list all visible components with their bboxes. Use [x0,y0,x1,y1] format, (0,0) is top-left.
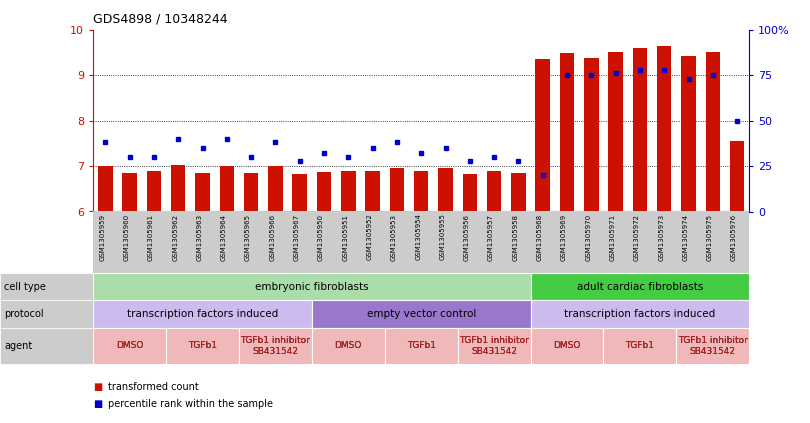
Text: GSM1305976: GSM1305976 [731,214,737,261]
Bar [122,173,137,212]
Bar [365,171,380,212]
Text: transformed count: transformed count [108,382,198,392]
Bar [414,170,428,212]
Text: GSM1305974: GSM1305974 [683,214,688,261]
Text: adult cardiac fibroblasts: adult cardiac fibroblasts [577,282,703,291]
Bar [341,171,356,212]
Text: GSM1305968: GSM1305968 [537,214,543,261]
Text: GSM1305969: GSM1305969 [561,214,567,261]
Text: GSM1305958: GSM1305958 [513,214,518,261]
Text: GSM1305954: GSM1305954 [416,214,421,261]
Text: TGFb1: TGFb1 [407,341,436,350]
Text: GSM1305952: GSM1305952 [367,214,373,261]
Text: transcription factors induced: transcription factors induced [127,309,278,319]
Text: GSM1305960: GSM1305960 [124,214,130,261]
Text: GSM1305959: GSM1305959 [100,214,105,261]
Text: TGFb1: TGFb1 [625,341,654,350]
Text: TGFb1 inhibitor
SB431542: TGFb1 inhibitor SB431542 [459,336,529,355]
Text: GSM1305957: GSM1305957 [488,214,494,261]
Text: GSM1305967: GSM1305967 [294,214,300,261]
Text: TGFb1: TGFb1 [625,341,654,350]
Bar [657,46,671,212]
Text: GSM1305955: GSM1305955 [440,214,446,261]
Text: DMSO: DMSO [553,341,581,350]
Bar [147,170,161,212]
Text: GSM1305963: GSM1305963 [197,214,202,261]
Text: TGFb1: TGFb1 [188,341,217,350]
Text: DMSO: DMSO [116,341,143,350]
Bar [244,173,258,212]
Bar [98,166,113,212]
Text: TGFb1 inhibitor
SB431542: TGFb1 inhibitor SB431542 [678,336,748,355]
Text: TGFb1 inhibitor
SB431542: TGFb1 inhibitor SB431542 [678,336,748,355]
Text: agent: agent [4,341,32,351]
Text: GSM1305975: GSM1305975 [707,214,713,261]
Text: GSM1305964: GSM1305964 [221,214,227,261]
Text: TGFb1: TGFb1 [188,341,217,350]
Bar [535,59,550,212]
Text: GSM1305951: GSM1305951 [343,214,348,261]
Text: GSM1305966: GSM1305966 [270,214,275,261]
Bar [633,48,647,212]
Text: GSM1305970: GSM1305970 [586,214,591,261]
Text: DMSO: DMSO [553,341,581,350]
Bar [220,166,234,212]
Text: GSM1305971: GSM1305971 [610,214,616,261]
Text: empty vector control: empty vector control [366,309,476,319]
Bar [463,174,477,212]
Bar [317,172,331,212]
Bar [487,171,501,212]
Bar [438,168,453,212]
Text: TGFb1 inhibitor
SB431542: TGFb1 inhibitor SB431542 [459,336,529,355]
Text: GSM1305972: GSM1305972 [634,214,640,261]
Bar [390,168,404,212]
Text: protocol: protocol [4,309,44,319]
Text: GDS4898 / 10348244: GDS4898 / 10348244 [93,13,228,26]
Bar [706,52,720,212]
Text: transcription factors induced: transcription factors induced [565,309,715,319]
Text: DMSO: DMSO [335,341,362,350]
Text: DMSO: DMSO [335,341,362,350]
Text: GSM1305965: GSM1305965 [245,214,251,261]
Text: TGFb1 inhibitor
SB431542: TGFb1 inhibitor SB431542 [241,336,310,355]
Text: GSM1305950: GSM1305950 [318,214,324,261]
Bar [195,173,210,212]
Bar [608,52,623,212]
Bar [730,141,744,212]
Text: GSM1305961: GSM1305961 [148,214,154,261]
Bar [268,166,283,212]
Text: TGFb1: TGFb1 [407,341,436,350]
Bar [681,56,696,212]
Bar [292,174,307,212]
Bar [584,58,599,212]
Text: cell type: cell type [4,282,46,291]
Text: percentile rank within the sample: percentile rank within the sample [108,399,273,409]
Text: ■: ■ [93,399,102,409]
Text: ■: ■ [93,382,102,392]
Text: GSM1305953: GSM1305953 [391,214,397,261]
Text: embryonic fibroblasts: embryonic fibroblasts [255,282,369,291]
Text: GSM1305973: GSM1305973 [659,214,664,261]
Bar [511,173,526,212]
Text: GSM1305962: GSM1305962 [173,214,178,261]
Bar [560,53,574,212]
Text: GSM1305956: GSM1305956 [464,214,470,261]
Bar [171,165,185,212]
Text: TGFb1 inhibitor
SB431542: TGFb1 inhibitor SB431542 [241,336,310,355]
Text: DMSO: DMSO [116,341,143,350]
